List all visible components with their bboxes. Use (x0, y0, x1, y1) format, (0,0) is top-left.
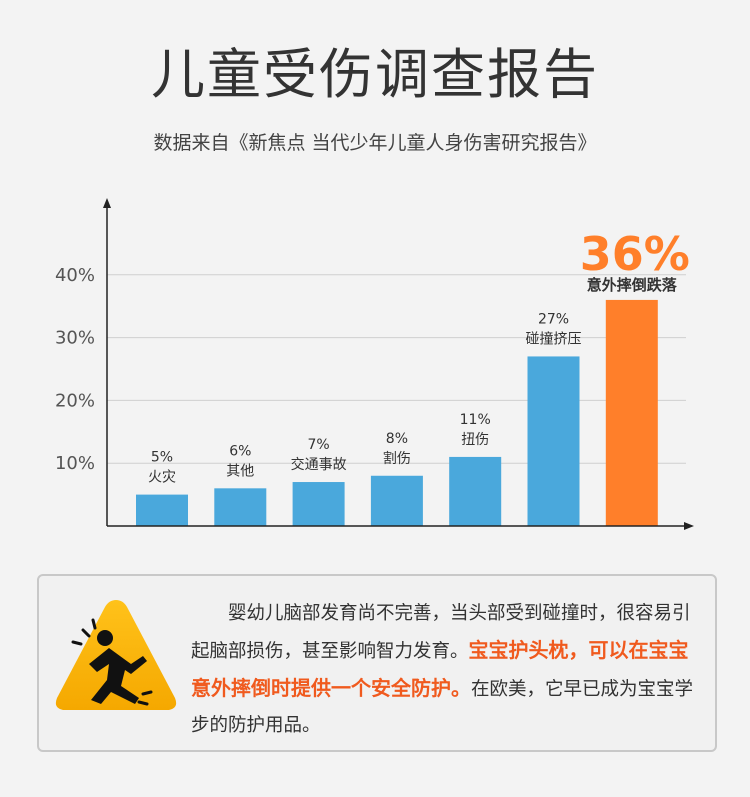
y-tick-label: 30% (55, 328, 95, 349)
bar-category-label-highlight: 意外摔倒跌落 (587, 276, 678, 294)
info-note-box: 婴幼儿脑部发育尚不完善，当头部受到碰撞时，很容易引起脑部损伤，甚至影响智力发育。… (37, 574, 717, 752)
bar (449, 456, 502, 526)
chart-bars (136, 299, 658, 526)
bar-value-label-highlight: 36% (580, 227, 690, 281)
note-text-highlight: 宝宝护头枕，可以在宝宝意外摔倒时提供一个安全防护。 (191, 638, 689, 700)
bar-category-label: 割伤 (383, 450, 411, 467)
bar-category-label: 碰撞挤压 (526, 331, 582, 347)
bar-category-label: 其他 (226, 463, 254, 479)
bar-chart: 10% 20% 30% 40% 5% 火灾 6% 其他 7% 交通事故 8% 割伤 11% 扭伤 27% 碰… (55, 198, 694, 530)
bar-value-label: 27% (538, 311, 569, 327)
y-axis-arrow (103, 198, 111, 208)
note-text: 婴幼儿脑部发育尚不完善，当头部受到碰撞时，很容易引起脑部损伤，甚至影响智力发育。… (191, 596, 707, 744)
bar (136, 494, 188, 526)
bar-category-label: 交通事故 (291, 456, 347, 473)
bar (605, 299, 658, 526)
data-source-subtitle: 数据来自《新焦点 当代少年儿童人身伤害研究报告》 (153, 132, 597, 154)
bar-value-label: 11% (460, 412, 491, 428)
note-text-tail: 在欧美，它早已成为宝宝学步的防护用品。 (191, 679, 694, 736)
bar-value-label: 6% (229, 443, 251, 459)
fall-warning-icon (55, 600, 177, 710)
bar-value-label: 5% (151, 450, 173, 466)
bar (214, 488, 267, 526)
y-tick-label: 10% (55, 453, 95, 474)
y-tick-label: 20% (55, 390, 95, 411)
bar-value-label: 7% (307, 437, 329, 453)
y-axis-ticks: 10% 20% 30% 40% (55, 265, 95, 474)
x-axis-arrow (684, 522, 694, 530)
bar (370, 475, 423, 526)
bar-category-label: 火灾 (148, 469, 176, 486)
bar (292, 482, 345, 526)
y-tick-label: 40% (55, 265, 95, 286)
chart-grid (107, 274, 686, 464)
note-text-normal: 婴幼儿脑部发育尚不完善，当头部受到碰撞时，很容易引起脑部损伤，甚至影响智力发育。 (191, 603, 691, 662)
chart-labels: 5% 火灾 6% 其他 7% 交通事故 8% 割伤 11% 扭伤 27% 碰撞挤压 36%意外摔倒跌落 (148, 227, 690, 486)
page-title: 儿童受伤调查报告 (151, 43, 599, 106)
bar-value-label: 8% (386, 431, 408, 447)
bar-category-label: 扭伤 (461, 432, 489, 448)
bar (527, 356, 580, 526)
